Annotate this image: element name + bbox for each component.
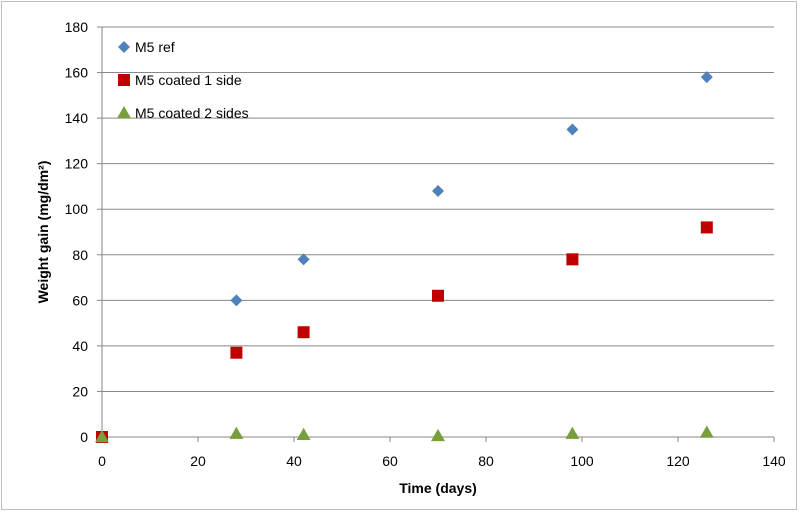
gridlines: [102, 26, 774, 392]
series-triangle: [95, 425, 714, 443]
y-tick-label: 140: [65, 110, 89, 126]
x-axis-ticks: 0 20 40 60 80 100 120 140: [98, 453, 786, 469]
y-tick-label: 80: [72, 247, 88, 263]
y-tick-label: 160: [65, 65, 89, 81]
x-tick-label: 60: [382, 453, 398, 469]
y-tick-label: 0: [80, 429, 88, 445]
data-point-triangle: [296, 427, 311, 440]
y-tick-label: 180: [65, 19, 89, 35]
axes: [97, 26, 775, 442]
legend-item-m5-coated-1-side: M5 coated 1 side: [118, 72, 242, 88]
data-point-diamond: [566, 123, 579, 136]
x-tick-label: 20: [190, 453, 206, 469]
x-tick-label: 40: [286, 453, 302, 469]
y-tick-label: 120: [65, 156, 89, 172]
y-axis-title: Weight gain (mg/dm²): [35, 161, 51, 304]
x-tick-label: 140: [762, 453, 786, 469]
data-point-diamond: [230, 294, 243, 307]
legend-label: M5 coated 2 sides: [135, 105, 249, 121]
x-tick-label: 0: [98, 453, 106, 469]
data-point-square: [297, 326, 310, 339]
data-point-triangle: [699, 425, 714, 438]
data-point-triangle: [229, 426, 244, 439]
y-tick-label: 100: [65, 201, 89, 217]
series-diamond: [96, 71, 713, 443]
data-points: [95, 71, 714, 443]
y-tick-label: 40: [72, 338, 88, 354]
legend-label: M5 ref: [135, 39, 175, 55]
x-axis-title: Time (days): [399, 480, 477, 496]
x-tick-label: 120: [666, 453, 690, 469]
data-point-square: [432, 289, 444, 302]
data-point-diamond: [432, 185, 444, 197]
legend-marker-square: [118, 74, 130, 86]
legend-marker-triangle: [117, 106, 131, 119]
legend-item-m5-ref: M5 ref: [118, 39, 175, 55]
y-tick-label: 20: [72, 383, 88, 399]
x-tick-label: 100: [570, 453, 594, 469]
data-point-triangle: [431, 428, 445, 442]
y-tick-label: 60: [72, 292, 88, 308]
data-point-square: [230, 346, 243, 359]
x-tick-label: 80: [478, 453, 494, 469]
legend-marker-diamond: [118, 41, 130, 53]
data-point-triangle: [565, 426, 580, 439]
data-point-square: [700, 221, 713, 234]
y-axis-ticks: 0 20 40 60 80 100 120 140 160 180: [65, 19, 89, 445]
data-point-diamond: [297, 253, 310, 266]
data-point-diamond: [700, 71, 713, 84]
data-point-triangle: [95, 430, 109, 443]
data-point-square: [566, 253, 579, 266]
legend-label: M5 coated 1 side: [135, 72, 242, 88]
legend: M5 ref M5 coated 1 side M5 coated 2 side…: [117, 39, 249, 121]
series-square: [96, 221, 713, 443]
legend-item-m5-coated-2-sides: M5 coated 2 sides: [117, 105, 249, 121]
